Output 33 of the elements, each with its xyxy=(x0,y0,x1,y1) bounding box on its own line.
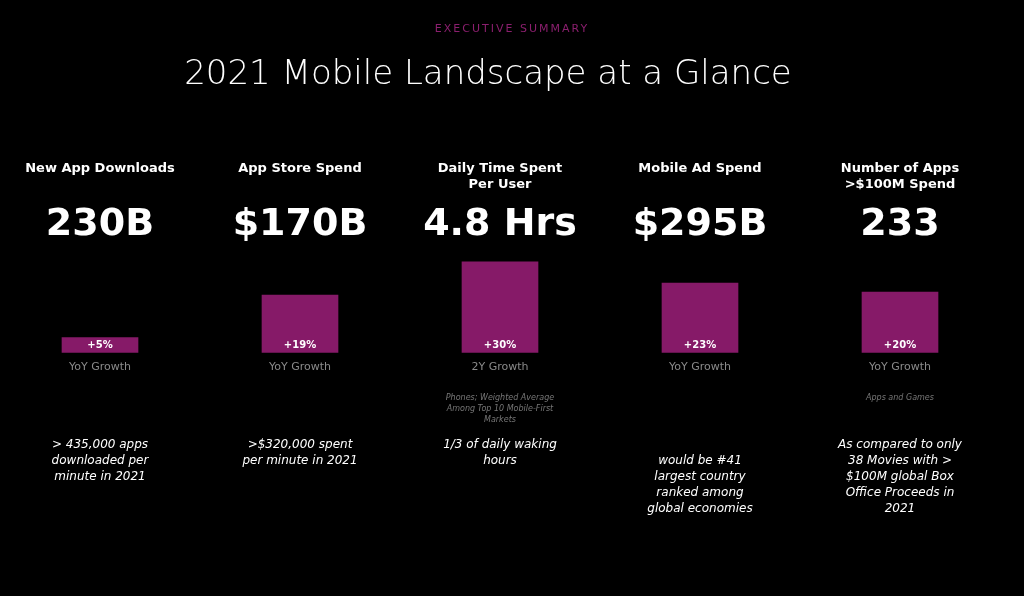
data-label: +20% xyxy=(883,339,917,351)
text: $170B xyxy=(231,200,369,244)
text: Daily Time Spent Per User xyxy=(436,160,564,192)
text: Phones; Weighted Average Among Top 10 Mobile-First Markets xyxy=(445,392,555,425)
x-tick-label: YoY Growth xyxy=(667,360,732,374)
chart-title: 2021 Mobile Landscape at a Glance xyxy=(183,52,793,92)
text: Number of Apps >$100M Spend xyxy=(839,160,961,192)
data-label: +23% xyxy=(683,339,717,351)
data-label: +19% xyxy=(283,339,317,351)
x-tick-label: 2Y Growth xyxy=(471,360,529,374)
text: As compared to only 38 Movies with > $100M global Box Office Proceeds in 2021 xyxy=(837,436,963,516)
text: 1/3 of daily waking hours xyxy=(442,436,558,468)
bar xyxy=(661,282,739,353)
data-label: +30% xyxy=(483,339,517,351)
text: > 435,000 apps downloaded per minute in 2021 xyxy=(50,436,150,484)
bar xyxy=(261,294,339,353)
x-tick-label: YoY Growth xyxy=(67,360,132,374)
text: Mobile Ad Spend xyxy=(637,160,763,176)
bar xyxy=(461,261,539,353)
text: New App Downloads xyxy=(25,160,175,176)
text: Apps and Games xyxy=(864,392,935,403)
text: would be #41 largest country ranked among global economies xyxy=(646,452,754,516)
text: App Store Spend xyxy=(237,160,363,176)
text: 233 xyxy=(859,200,941,244)
text: 4.8 Hrs xyxy=(422,200,578,244)
data-label: +5% xyxy=(87,339,113,351)
bar xyxy=(861,291,939,353)
chart-subtitle: EXECUTIVE SUMMARY xyxy=(434,22,590,35)
text: >$320,000 spent per minute in 2021 xyxy=(241,436,359,468)
text: 230B xyxy=(44,200,156,244)
x-tick-label: YoY Growth xyxy=(267,360,332,374)
text: $295B xyxy=(631,200,769,244)
x-tick-label: YoY Growth xyxy=(867,360,932,374)
